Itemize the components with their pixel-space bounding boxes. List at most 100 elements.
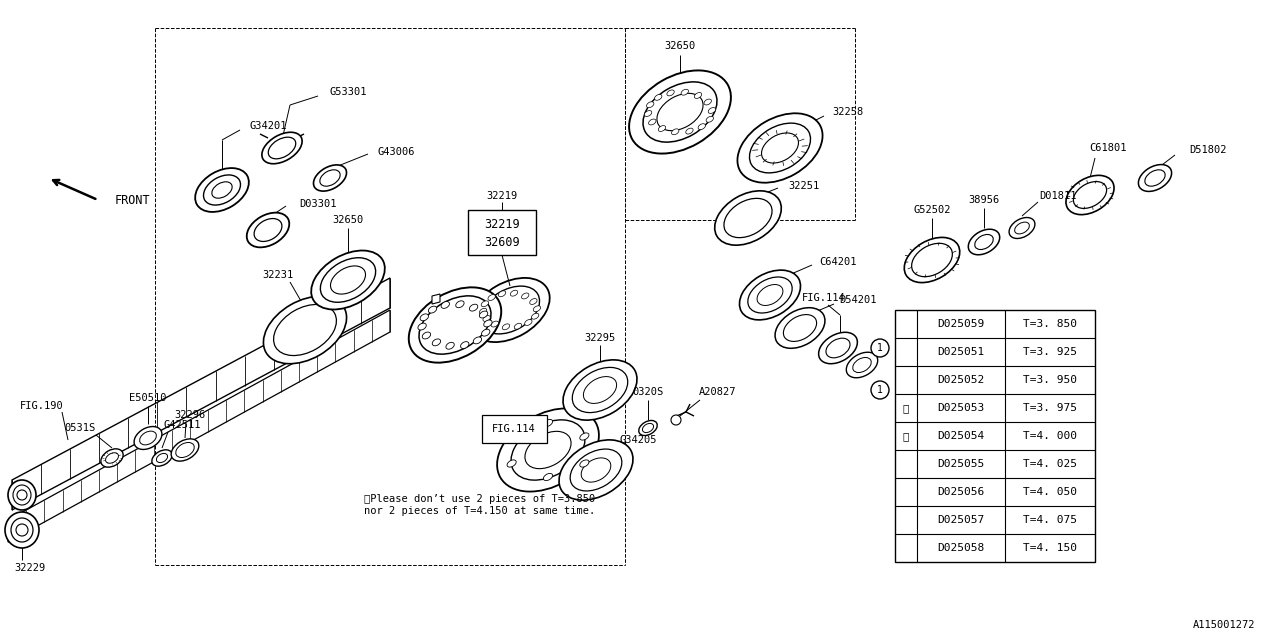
- Text: G34205: G34205: [620, 435, 657, 445]
- Ellipse shape: [1138, 164, 1171, 191]
- Circle shape: [15, 524, 28, 536]
- Ellipse shape: [559, 440, 634, 500]
- Text: D51802: D51802: [1189, 145, 1226, 155]
- Ellipse shape: [544, 474, 553, 481]
- Text: FIG.114: FIG.114: [492, 424, 536, 434]
- Text: D025056: D025056: [937, 487, 984, 497]
- Text: 32229: 32229: [14, 563, 46, 573]
- Ellipse shape: [408, 287, 502, 363]
- Ellipse shape: [681, 89, 689, 95]
- Ellipse shape: [480, 286, 540, 334]
- Text: T=4. 000: T=4. 000: [1023, 431, 1076, 441]
- Ellipse shape: [698, 124, 705, 130]
- Ellipse shape: [748, 277, 792, 313]
- Ellipse shape: [525, 431, 571, 468]
- Ellipse shape: [968, 229, 1000, 255]
- Ellipse shape: [521, 293, 529, 299]
- Text: 32650: 32650: [664, 41, 695, 51]
- Ellipse shape: [492, 321, 498, 327]
- Text: C61801: C61801: [1089, 143, 1126, 153]
- Text: T=4. 150: T=4. 150: [1023, 543, 1076, 553]
- Circle shape: [870, 381, 890, 399]
- Ellipse shape: [750, 123, 810, 173]
- Text: FRONT: FRONT: [115, 193, 151, 207]
- Ellipse shape: [262, 132, 302, 164]
- Ellipse shape: [534, 306, 540, 312]
- Text: A115001272: A115001272: [1193, 620, 1254, 630]
- Text: D025054: D025054: [937, 431, 984, 441]
- Ellipse shape: [445, 342, 454, 349]
- Ellipse shape: [911, 243, 952, 276]
- Text: T=4. 075: T=4. 075: [1023, 515, 1076, 525]
- Text: D54201: D54201: [840, 295, 877, 305]
- Ellipse shape: [639, 420, 657, 436]
- Ellipse shape: [654, 94, 662, 100]
- Text: T=3. 950: T=3. 950: [1023, 375, 1076, 385]
- Ellipse shape: [646, 102, 654, 108]
- Ellipse shape: [1009, 218, 1036, 239]
- Text: E50510: E50510: [129, 393, 166, 403]
- Text: G43006: G43006: [378, 147, 415, 157]
- Text: FIG.190: FIG.190: [20, 401, 64, 411]
- Text: T=3. 850: T=3. 850: [1023, 319, 1076, 329]
- Ellipse shape: [480, 311, 488, 318]
- Ellipse shape: [311, 250, 385, 310]
- Ellipse shape: [707, 116, 713, 122]
- Ellipse shape: [708, 108, 716, 113]
- Text: ※: ※: [902, 403, 909, 413]
- Ellipse shape: [826, 338, 850, 358]
- Ellipse shape: [330, 266, 366, 294]
- Ellipse shape: [488, 294, 495, 301]
- Ellipse shape: [247, 212, 289, 247]
- Ellipse shape: [470, 304, 477, 311]
- Ellipse shape: [8, 480, 36, 510]
- Ellipse shape: [704, 99, 712, 105]
- Ellipse shape: [474, 337, 481, 344]
- Ellipse shape: [572, 367, 627, 413]
- Ellipse shape: [515, 323, 522, 329]
- Ellipse shape: [12, 518, 33, 542]
- Ellipse shape: [172, 439, 198, 461]
- Text: 32219: 32219: [486, 191, 517, 201]
- Ellipse shape: [658, 125, 666, 131]
- Text: ①: ①: [902, 431, 909, 441]
- Ellipse shape: [264, 296, 347, 364]
- Text: 32231: 32231: [262, 270, 293, 280]
- Ellipse shape: [13, 485, 31, 505]
- Text: 0531S: 0531S: [64, 423, 96, 433]
- Ellipse shape: [498, 291, 506, 297]
- Ellipse shape: [657, 93, 703, 131]
- Ellipse shape: [101, 449, 123, 467]
- Ellipse shape: [204, 175, 241, 205]
- Text: D025055: D025055: [937, 459, 984, 469]
- Ellipse shape: [480, 308, 486, 314]
- Ellipse shape: [152, 450, 172, 466]
- Ellipse shape: [422, 332, 430, 339]
- Ellipse shape: [686, 128, 692, 134]
- Ellipse shape: [195, 168, 248, 212]
- Text: 32219: 32219: [484, 218, 520, 230]
- Text: D025059: D025059: [937, 319, 984, 329]
- Ellipse shape: [456, 301, 465, 308]
- Ellipse shape: [580, 433, 589, 440]
- Text: G53301: G53301: [329, 87, 367, 97]
- Ellipse shape: [212, 182, 232, 198]
- Circle shape: [671, 415, 681, 425]
- Ellipse shape: [274, 305, 337, 356]
- Ellipse shape: [502, 324, 509, 330]
- Ellipse shape: [470, 278, 549, 342]
- Text: 1: 1: [877, 343, 883, 353]
- Ellipse shape: [643, 424, 654, 433]
- Ellipse shape: [584, 376, 617, 403]
- Text: 38956: 38956: [969, 195, 1000, 205]
- Ellipse shape: [420, 314, 429, 321]
- Ellipse shape: [269, 137, 296, 159]
- Ellipse shape: [320, 170, 340, 186]
- Ellipse shape: [762, 133, 799, 163]
- Text: 1: 1: [877, 385, 883, 395]
- Ellipse shape: [649, 119, 655, 125]
- Ellipse shape: [1066, 175, 1114, 214]
- Ellipse shape: [483, 316, 490, 321]
- Ellipse shape: [484, 320, 492, 327]
- Text: T=3. 975: T=3. 975: [1023, 403, 1076, 413]
